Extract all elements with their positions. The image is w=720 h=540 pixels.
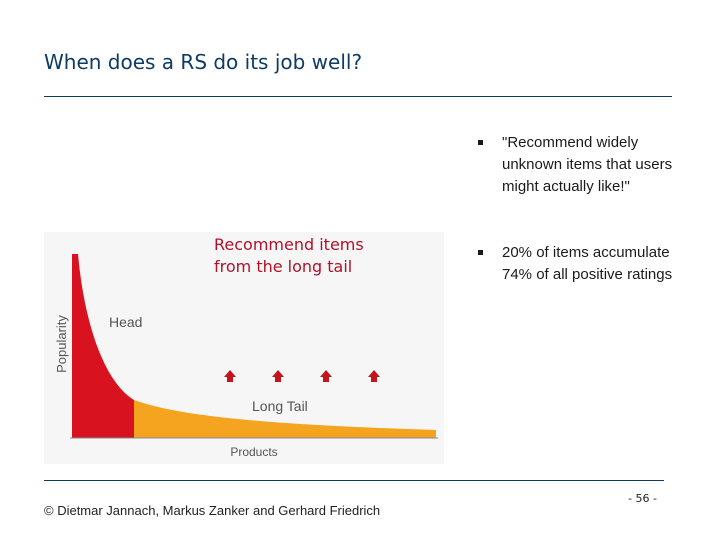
up-arrow-icon (224, 370, 236, 382)
up-arrow-icon (320, 370, 332, 382)
callout-line-1: Recommend items (214, 235, 364, 254)
footer-rule (44, 480, 664, 481)
bullet-text: 20% of items accumulate 74% of all posit… (502, 244, 673, 283)
head-area (72, 254, 134, 438)
bullet-marker-icon (478, 140, 483, 145)
callout-line-2: from the long tail (214, 257, 353, 276)
bullet-text: "Recommend widely unknown items that use… (502, 134, 673, 195)
bullet-list: "Recommend widely unknown items that use… (478, 132, 678, 286)
title-rule (44, 96, 672, 97)
long-tail-chart-svg: Popularity Head Long Tail Products (44, 232, 444, 464)
bullet-item: 20% of items accumulate 74% of all posit… (478, 242, 678, 286)
tail-area (134, 400, 436, 438)
long-tail-callout: Recommend items from the long tail (214, 234, 364, 278)
page-number: - 56 - (628, 492, 657, 505)
bullet-item: "Recommend widely unknown items that use… (478, 132, 678, 198)
up-arrow-icon (272, 370, 284, 382)
bullet-marker-icon (478, 250, 483, 255)
upward-arrows (224, 370, 380, 382)
up-arrow-icon (368, 370, 380, 382)
slide-title: When does a RS do its job well? (44, 50, 363, 74)
footer-copyright: © Dietmar Jannach, Markus Zanker and Ger… (44, 503, 381, 518)
x-axis-label: Products (230, 445, 277, 459)
y-axis-label: Popularity (54, 315, 69, 373)
long-tail-chart: Popularity Head Long Tail Products (44, 232, 444, 464)
long-tail-label: Long Tail (252, 398, 308, 414)
head-label: Head (109, 314, 142, 330)
